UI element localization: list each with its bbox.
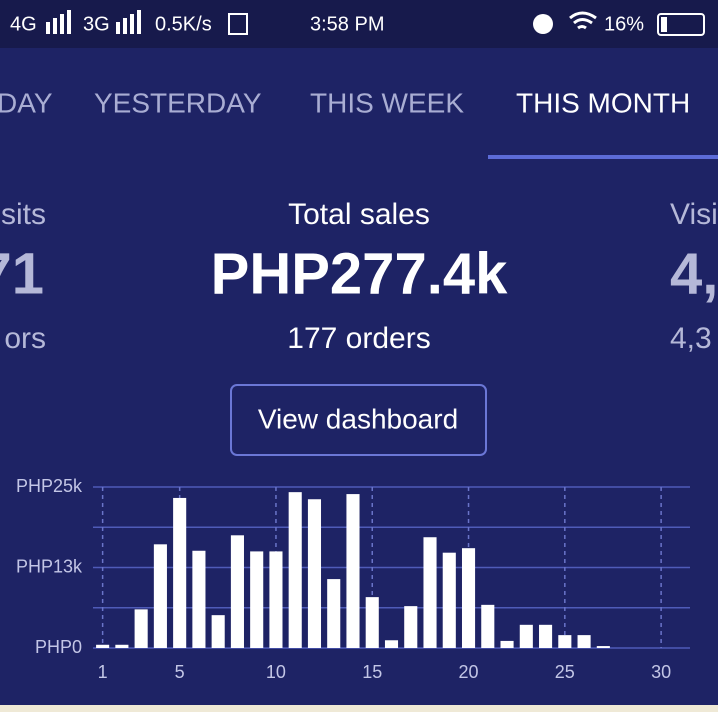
wifi-icon <box>569 11 597 30</box>
dashboard-button[interactable] <box>230 384 487 456</box>
y-tick-label: PHP13k <box>16 556 83 576</box>
bottom-strip <box>0 705 718 712</box>
bar <box>596 646 610 648</box>
x-tick-label: 1 <box>98 662 108 682</box>
x-tick-label: 5 <box>175 662 185 682</box>
bar <box>307 499 322 648</box>
card-subtitle: ors <box>4 322 46 355</box>
bar <box>500 640 514 648</box>
bar <box>250 551 264 648</box>
bar <box>192 550 206 648</box>
speed: 0.5K/s <box>155 13 212 35</box>
card-title: Visi <box>670 198 718 231</box>
bar <box>115 644 129 648</box>
bar <box>327 579 341 648</box>
bar <box>577 635 591 648</box>
bar <box>384 640 399 648</box>
bar <box>153 544 167 648</box>
x-tick-label: 30 <box>651 662 671 682</box>
x-tick-label: 20 <box>459 662 479 682</box>
bar <box>404 606 418 648</box>
bar <box>96 644 110 648</box>
signal-icon <box>46 10 71 34</box>
tab[interactable]: DAY <box>0 87 53 118</box>
tab[interactable]: THIS WEEK <box>310 87 464 118</box>
card-subtitle: 177 orders <box>287 322 430 355</box>
bar <box>288 492 302 648</box>
card-title: sits <box>1 198 46 231</box>
network-label: 4G <box>10 13 37 35</box>
bar <box>423 537 437 648</box>
x-tick-label: 15 <box>362 662 382 682</box>
clock: 3:58 PM <box>310 13 384 35</box>
bar <box>269 551 283 648</box>
bar <box>134 609 148 648</box>
bar <box>211 615 225 648</box>
app-icon <box>228 13 248 35</box>
signal-icon <box>116 10 141 34</box>
card-subtitle: 4,3 <box>670 322 712 355</box>
y-tick-label: PHP0 <box>35 637 82 657</box>
card-value: PHP277.4k <box>211 241 508 306</box>
button-label[interactable]: View dashboard <box>258 403 458 434</box>
card-value: 4, <box>670 241 718 306</box>
battery-level: 16% <box>604 13 644 35</box>
card-title: Total sales <box>288 198 430 231</box>
network-label: 3G <box>83 13 110 35</box>
bar <box>539 624 553 648</box>
x-tick-label: 10 <box>266 662 286 682</box>
bar <box>173 497 187 648</box>
bar <box>442 552 456 648</box>
bar <box>519 624 533 648</box>
bar <box>365 597 379 648</box>
x-tick-label: 25 <box>555 662 575 682</box>
bar <box>558 635 572 648</box>
bar <box>230 535 244 648</box>
bar <box>346 494 360 648</box>
battery-fill <box>661 17 667 32</box>
y-tick-label: PHP25k <box>16 476 83 496</box>
bar <box>461 548 476 648</box>
bar <box>481 604 495 648</box>
alarm-icon <box>533 14 553 34</box>
card-value: 71 <box>0 241 44 306</box>
battery-icon <box>657 13 705 36</box>
tab-indicator <box>488 155 718 159</box>
tab[interactable]: YESTERDAY <box>94 87 262 118</box>
tab-active[interactable]: THIS MONTH <box>516 87 690 118</box>
